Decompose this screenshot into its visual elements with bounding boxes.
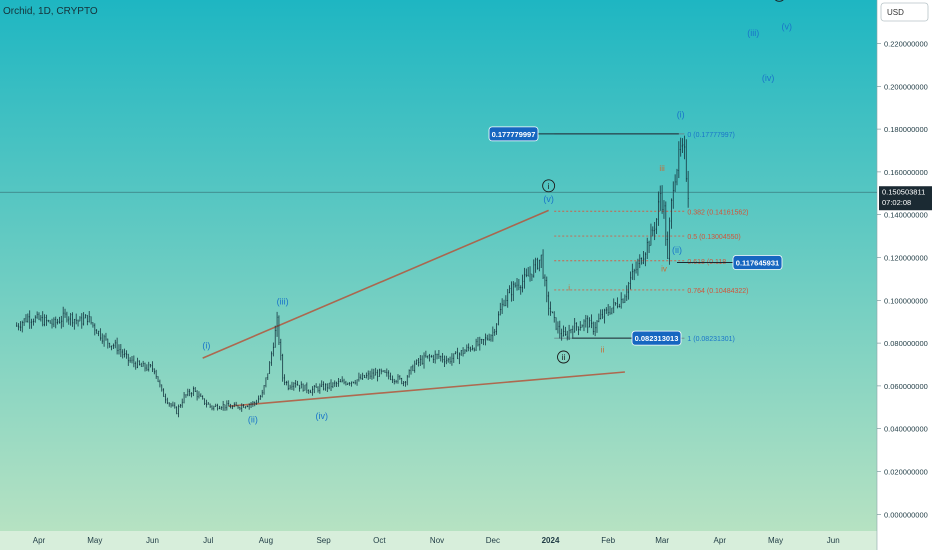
price-tags: 0.177779997 0.117645931 0.082313013 xyxy=(488,126,783,346)
wave-label: (ii) xyxy=(672,245,682,255)
price-tag-label: 0.082313013 xyxy=(635,334,679,343)
date-tick-label: Nov xyxy=(430,536,444,545)
fib-level-label: 0.5 (0.13004550) xyxy=(687,234,740,241)
wave-circle xyxy=(557,350,570,364)
wave-label: iii xyxy=(659,164,665,173)
price-tag-box xyxy=(488,126,539,142)
wave-label: (v) xyxy=(543,194,554,204)
currency-button[interactable]: USD xyxy=(880,2,929,22)
date-tick-label: Apr xyxy=(714,536,727,545)
chart-title: Orchid, 1D, CRYPTO xyxy=(3,6,98,17)
wave-label: (v) xyxy=(781,22,792,32)
price-tag-label: 0.117645931 xyxy=(736,259,779,268)
price-tick-label: 0.080000000 xyxy=(884,339,928,348)
plot-background xyxy=(0,0,877,531)
date-tick-label: Sep xyxy=(316,536,331,545)
price-axis-panel xyxy=(877,0,932,550)
fib-level-label: 0.764 (0.10484322) xyxy=(687,288,748,295)
wave-label: (ii) xyxy=(248,414,258,424)
trend-line xyxy=(202,209,549,359)
date-tick-label: Feb xyxy=(601,536,615,545)
date-tick-label: Apr xyxy=(33,536,46,545)
svg-text:USD: USD xyxy=(887,8,904,17)
wave-label: iv xyxy=(661,264,667,273)
price-tick-label: 0.040000000 xyxy=(884,425,928,434)
price-series xyxy=(16,135,689,418)
date-tick-label: May xyxy=(768,536,783,545)
wave-label: (i) xyxy=(677,109,685,119)
wave-circle xyxy=(542,179,556,193)
wave-label: ii xyxy=(601,346,605,355)
date-tick-label: Aug xyxy=(259,536,273,545)
date-tick-label: Jun xyxy=(827,536,840,545)
price-axis: 0.220000000 0.200000000 0.180000000 0.16000… xyxy=(877,40,928,519)
price-tick-label: 0.020000000 xyxy=(884,468,928,477)
price-tick-label: 0.180000000 xyxy=(884,125,928,134)
price-tick-label: 0.100000000 xyxy=(884,296,928,305)
date-tick-label: Mar xyxy=(655,536,669,545)
price-tick-label: 0.220000000 xyxy=(884,40,928,49)
current-price-value: 0.150503811 xyxy=(882,188,925,197)
price-tick-label: 0.060000000 xyxy=(884,382,928,391)
date-tick-label: Dec xyxy=(486,536,500,545)
wave-label: (iii) xyxy=(277,297,289,307)
fib-level-label: 0.382 (0.14161562) xyxy=(687,209,748,216)
date-tick-label: Oct xyxy=(373,536,386,545)
date-axis: Apr May Jun Jul Aug Sep Oct Nov Dec 2024 Feb Mar Apr… xyxy=(33,536,840,545)
price-tag-label: 0.177779997 xyxy=(492,130,536,139)
wave-label: (iv) xyxy=(762,73,775,83)
trend-lines xyxy=(202,209,625,408)
wave-circle-label: i xyxy=(548,182,550,191)
wave-circle xyxy=(774,0,784,2)
trend-line xyxy=(228,371,625,408)
date-axis-panel xyxy=(0,531,877,550)
date-tick-label: Jun xyxy=(146,536,159,545)
date-tick-label: Jul xyxy=(203,536,213,545)
fib-level-label: 1 (0.08231301) xyxy=(687,336,734,343)
wave-label: i xyxy=(568,284,570,293)
price-tick-label: 0.000000000 xyxy=(884,510,928,519)
price-tick-label: 0.140000000 xyxy=(884,211,928,220)
wave-labels: (i)(ii)(iii)(iv)(v)(i)(ii)(iii)(iv)(v)ii… xyxy=(202,0,792,424)
price-tag-box xyxy=(732,255,783,270)
fib-level-label: 0 (0.17777997) xyxy=(687,132,734,139)
price-tick-label: 0.200000000 xyxy=(884,82,928,91)
date-tick-label: May xyxy=(87,536,102,545)
current-price-badge: 0.150503811 07:02:08 xyxy=(879,186,932,211)
price-tick-label: 0.160000000 xyxy=(884,168,928,177)
date-tick-label: 2024 xyxy=(542,536,560,545)
wave-label: (iii) xyxy=(747,28,759,38)
price-tag-box xyxy=(631,330,682,346)
wave-circle-label: ii xyxy=(562,353,566,362)
price-tick-label: 0.120000000 xyxy=(884,254,928,263)
wave-label: (iv) xyxy=(315,411,328,421)
wave-label: (i) xyxy=(202,340,210,350)
current-price-countdown: 07:02:08 xyxy=(882,198,911,207)
